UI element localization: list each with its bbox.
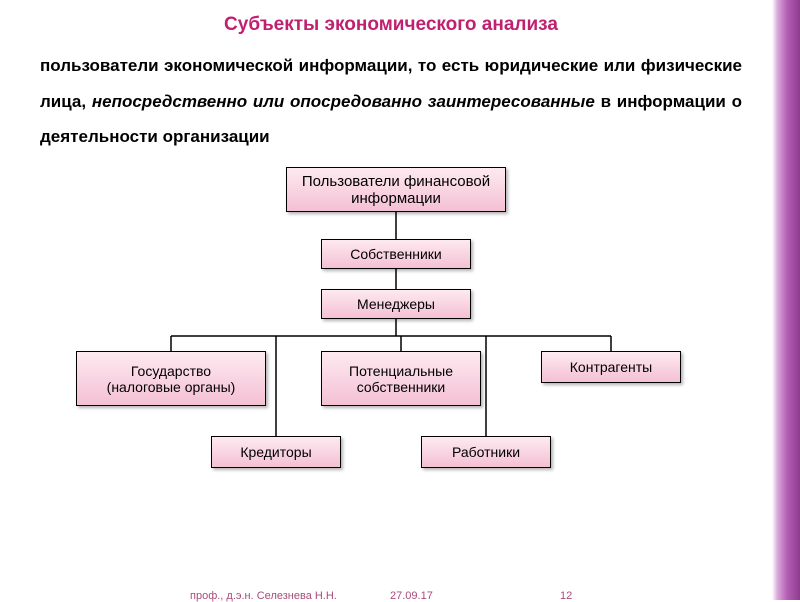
node-work: Работники (421, 436, 551, 468)
node-contr: Контрагенты (541, 351, 681, 383)
node-root: Пользователи финансовойинформации (286, 167, 506, 212)
footer-page: 12 (560, 590, 572, 602)
node-cred: Кредиторы (211, 436, 341, 468)
footer-date: 27.09.17 (390, 590, 433, 602)
node-gov: Государство(налоговые органы) (76, 351, 266, 406)
node-pot: Потенциальныесобственники (321, 351, 481, 406)
node-mgrs: Менеджеры (321, 289, 471, 319)
node-owners: Собственники (321, 239, 471, 269)
slide-paragraph: пользователи экономической информации, т… (40, 48, 742, 155)
right-gradient-border (772, 0, 800, 600)
org-chart: Пользователи финансовойинформации Собстве… (41, 161, 741, 491)
footer-author: проф., д.э.н. Селезнева Н.Н. (190, 590, 337, 602)
slide-title: Субъекты экономического анализа (40, 14, 742, 36)
slide-content: Субъекты экономического анализа пользова… (0, 0, 772, 491)
